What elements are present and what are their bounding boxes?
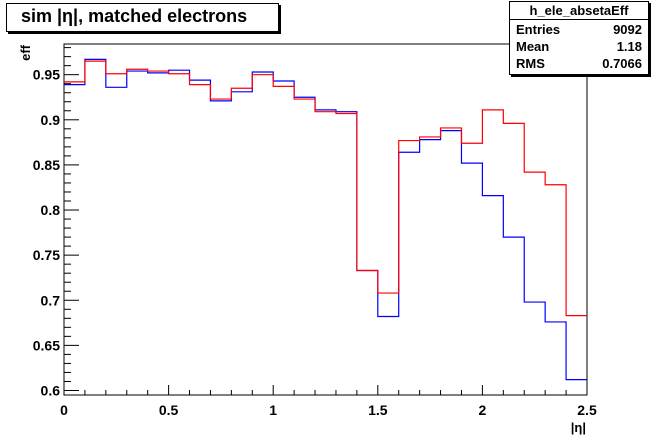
x-tick-label: 1.5	[368, 402, 388, 418]
y-tick-label: 0.65	[33, 337, 60, 353]
plot-frame	[63, 43, 588, 396]
stats-box: h_ele_absetaEff Entries 9092 Mean 1.18 R…	[509, 1, 649, 75]
stats-mean-row: Mean 1.18	[516, 38, 642, 55]
y-tick-label: 0.6	[41, 382, 61, 398]
y-axis-label: eff	[18, 44, 33, 61]
stats-entries-row: Entries 9092	[516, 21, 642, 38]
y-tick-label: 0.85	[33, 157, 60, 173]
x-tick-label: 0.5	[159, 402, 179, 418]
x-tick-label: 2.5	[577, 402, 597, 418]
series-2-step-line	[64, 60, 587, 317]
stats-entries-value: 9092	[613, 22, 642, 37]
y-tick-label: 0.7	[41, 292, 61, 308]
stats-mean-value: 1.18	[616, 39, 642, 54]
x-tick-label: 1	[269, 402, 277, 418]
stats-mean-label: Mean	[516, 39, 550, 54]
stats-rms-row: RMS 0.7066	[516, 55, 642, 72]
chart-title-box: sim |η|, matched electrons	[6, 3, 279, 32]
y-tick-label: 0.95	[33, 67, 60, 83]
series-1-step-line	[64, 58, 587, 381]
x-axis-label: |η|	[571, 420, 586, 435]
y-tick-label: 0.75	[33, 247, 60, 263]
stats-rms-label: RMS	[516, 56, 545, 71]
chart-title: sim |η|, matched electrons	[21, 6, 248, 26]
stats-rms-value: 0.7066	[602, 56, 642, 71]
axis-layer: 0 0.5 1 1.5 2 2.5 0.6 0.65 0.7 0.75 0.8 0.85 0.9 0.95	[33, 47, 597, 418]
series-layer	[64, 58, 587, 381]
x-tick-label: 0	[60, 402, 68, 418]
stats-histogram-name: h_ele_absetaEff	[510, 2, 648, 20]
y-tick-label: 0.9	[41, 112, 61, 128]
stats-entries-label: Entries	[516, 22, 561, 37]
y-tick-label: 0.8	[41, 202, 61, 218]
x-tick-label: 2	[479, 402, 487, 418]
